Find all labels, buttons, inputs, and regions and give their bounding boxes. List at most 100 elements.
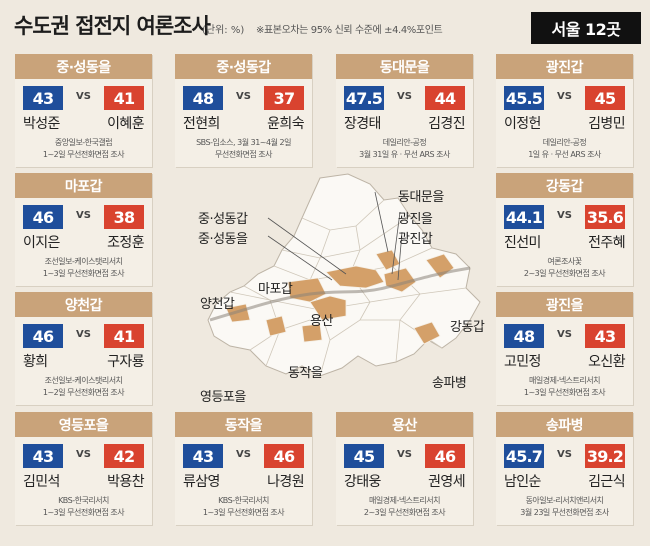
district-card: 송파병 45.7 VS 39.2 남인순 김근식 동아일보-리서치앤리서치 3월… (496, 412, 633, 525)
han-river (209, 266, 471, 322)
red-candidate-score: 41 (104, 324, 144, 348)
vs-label: VS (557, 449, 572, 460)
district-title: 동작을 (175, 412, 312, 437)
vs-label: VS (76, 449, 91, 460)
district-title: 강동갑 (496, 173, 633, 198)
district-title: 중·성동을 (15, 54, 152, 79)
red-candidate-score: 42 (104, 444, 144, 468)
blue-candidate-score: 43 (23, 86, 63, 110)
blue-candidate-name: 전현희 (183, 116, 220, 132)
map-district-label: 송파병 (432, 376, 467, 391)
red-candidate-score: 38 (104, 205, 144, 229)
poll-method: 1~3일 무선전화면접 조사 (42, 269, 125, 278)
blue-candidate-name: 이지은 (23, 235, 60, 251)
red-candidate-score: 37 (264, 86, 304, 110)
seoul-map (170, 170, 490, 420)
poll-method: 1일 유 · 무선 ARS 조사 (528, 150, 601, 159)
red-candidate-score: 39.2 (585, 444, 625, 468)
poll-method: 1~3일 무선전화면접 조사 (523, 388, 606, 397)
district-dongjak (301, 323, 323, 343)
red-candidate-name: 윤희숙 (267, 116, 304, 132)
poll-source: 매일경제-넥스트리서치 (529, 376, 601, 385)
district-card: 마포갑 46 VS 38 이지은 조정훈 조선일보-케이스탯리서치 1~3일 무… (15, 173, 152, 286)
district-card: 중·성동갑 48 VS 37 전현희 윤희숙 SBS-입소스, 3월 31~4월… (175, 54, 312, 167)
poll-source: KBS-한국리서치 (58, 496, 109, 505)
district-card: 강동갑 44.1 VS 35.6 진선미 전주혜 여론조사꽃 2~3일 무선전화… (496, 173, 633, 286)
unit-note: (단위: %) (202, 25, 245, 36)
vs-label: VS (397, 91, 412, 102)
red-candidate-name: 김경진 (428, 116, 465, 132)
red-candidate-name: 이혜훈 (107, 116, 144, 132)
blue-candidate-score: 43 (183, 444, 223, 468)
map-district-label: 동대문을 (398, 190, 444, 205)
poll-source: 동아일보-리서치앤리서치 (525, 496, 604, 505)
red-candidate-score: 44 (425, 86, 465, 110)
district-title: 용산 (336, 412, 473, 437)
red-candidate-name: 조정훈 (107, 235, 144, 251)
red-candidate-score: 45 (585, 86, 625, 110)
vs-label: VS (236, 91, 251, 102)
district-title: 광진을 (496, 292, 633, 317)
poll-source: KBS-한국리서치 (218, 496, 269, 505)
red-candidate-score: 41 (104, 86, 144, 110)
district-jung-seongdong (325, 265, 385, 289)
district-card: 양천갑 46 VS 41 황희 구자룡 조선일보-케이스탯리서치 1~2일 무선… (15, 292, 152, 405)
map-district-label: 동작을 (288, 366, 323, 381)
blue-candidate-name: 고민정 (504, 354, 541, 370)
blue-candidate-name: 류삼영 (183, 474, 220, 490)
vs-label: VS (76, 91, 91, 102)
district-title: 동대문을 (336, 54, 473, 79)
red-candidate-name: 구자룡 (107, 354, 144, 370)
blue-candidate-score: 46 (23, 205, 63, 229)
map-district-label: 중·성동을 (198, 232, 248, 247)
map-district-label: 양천갑 (200, 297, 235, 312)
poll-source: 중앙일보-한국갤럽 (54, 138, 113, 147)
poll-method: 1~2일 무선전화면접 조사 (42, 150, 125, 159)
poll-method: 무선전화면접 조사 (215, 150, 272, 159)
district-yongsan (309, 295, 347, 321)
district-yeongdeungpo (265, 315, 287, 337)
blue-candidate-name: 김민석 (23, 474, 60, 490)
blue-candidate-score: 47.5 (344, 86, 384, 110)
vs-label: VS (76, 329, 91, 340)
district-card: 광진을 48 VS 43 고민정 오신환 매일경제-넥스트리서치 1~3일 무선… (496, 292, 633, 405)
map-district-label: 광진갑 (398, 232, 433, 247)
district-card: 동작을 43 VS 46 류삼영 나경원 KBS-한국리서치 1~3일 무선전화… (175, 412, 312, 525)
red-candidate-score: 35.6 (585, 205, 625, 229)
district-card: 동대문을 47.5 VS 44 장경태 김경진 데일리안-공정 3월 31일 유… (336, 54, 473, 167)
map-district-label: 광진을 (398, 212, 433, 227)
map-district-label: 용산 (310, 314, 333, 329)
poll-source: 데일리안-공정 (382, 138, 427, 147)
red-candidate-name: 김병민 (588, 116, 625, 132)
red-candidate-name: 권영세 (428, 474, 465, 490)
district-card: 중·성동을 43 VS 41 박성준 이혜훈 중앙일보-한국갤럽 1~2일 무선… (15, 54, 152, 167)
poll-source: 매일경제-넥스트리서치 (369, 496, 441, 505)
blue-candidate-name: 남인순 (504, 474, 541, 490)
leader-lines (267, 191, 403, 281)
map-district-label: 강동갑 (450, 320, 485, 335)
district-title: 광진갑 (496, 54, 633, 79)
poll-method: 2~3일 무선전화면접 조사 (363, 508, 446, 517)
poll-source: 데일리안-공정 (542, 138, 587, 147)
blue-candidate-name: 장경태 (344, 116, 381, 132)
blue-candidate-score: 48 (504, 324, 544, 348)
vs-label: VS (557, 91, 572, 102)
margin-of-error-note: ※표본오차는 95% 신뢰 수준에 ±4.4%포인트 (256, 25, 443, 36)
district-title: 송파병 (496, 412, 633, 437)
blue-candidate-name: 박성준 (23, 116, 60, 132)
map-district-label: 중·성동갑 (198, 212, 248, 227)
region-badge: 서울 12곳 (531, 12, 641, 44)
red-candidate-name: 박용찬 (107, 474, 144, 490)
blue-candidate-name: 이정헌 (504, 116, 541, 132)
poll-method: 3월 23일 무선전화면접 조사 (520, 508, 609, 517)
poll-method: 1~3일 무선전화면접 조사 (42, 508, 125, 517)
red-candidate-name: 나경원 (267, 474, 304, 490)
blue-candidate-name: 황희 (23, 354, 48, 370)
blue-candidate-score: 46 (23, 324, 63, 348)
vs-label: VS (557, 329, 572, 340)
blue-candidate-score: 45 (344, 444, 384, 468)
blue-candidate-name: 강태웅 (344, 474, 381, 490)
red-candidate-name: 전주혜 (588, 235, 625, 251)
red-candidate-score: 46 (425, 444, 465, 468)
seoul-map-graphic (207, 173, 481, 377)
